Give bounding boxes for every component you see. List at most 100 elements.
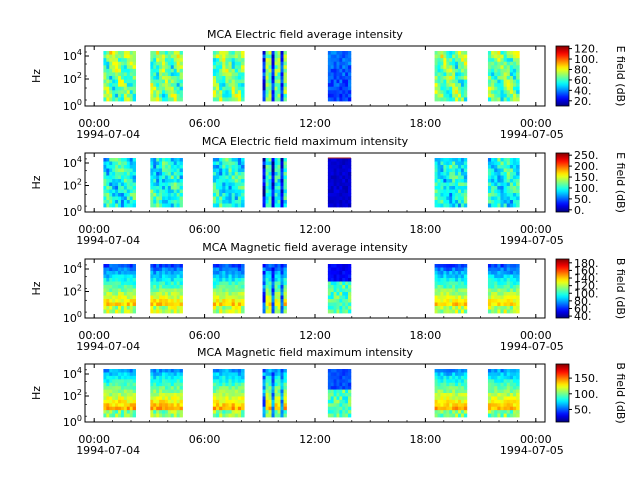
heatmap-cell <box>123 58 128 63</box>
heatmap-cell <box>339 309 343 314</box>
x-tick-label: 12:00 <box>299 223 331 236</box>
colorbar-tick-label: 20. <box>574 95 592 108</box>
heatmap-cell <box>327 165 332 169</box>
heatmap-cell <box>503 83 508 88</box>
heatmap-cell <box>115 203 119 208</box>
heatmap-cell <box>434 175 438 180</box>
heatmap-cell <box>106 83 110 88</box>
heatmap-cell <box>345 288 349 293</box>
heatmap-cell <box>497 274 501 279</box>
heatmap-cell <box>460 393 465 397</box>
heatmap-cell <box>458 193 462 197</box>
heatmap-cell <box>237 306 242 310</box>
x-tick-label: 18:00 <box>410 433 442 446</box>
heatmap-cell <box>277 93 281 98</box>
heatmap-cell <box>283 93 287 98</box>
heatmap-cell <box>503 58 508 63</box>
heatmap-cell <box>516 306 520 310</box>
heatmap-cell <box>509 271 514 275</box>
heatmap-cell <box>129 406 134 411</box>
heatmap-cell <box>506 288 511 293</box>
heatmap-cell <box>503 90 508 95</box>
heatmap-cell <box>120 306 125 310</box>
heatmap-cell <box>509 403 514 408</box>
heatmap-cell <box>280 292 284 296</box>
heatmap-cell <box>348 399 352 404</box>
heatmap-cell <box>274 93 278 98</box>
heatmap-cell <box>440 278 444 282</box>
heatmap-cell <box>176 306 180 310</box>
heatmap-cell <box>115 288 119 293</box>
x-tick-label: 18:00 <box>410 117 442 130</box>
heatmap-cell <box>509 386 514 390</box>
heatmap-cell <box>503 61 508 66</box>
heatmap-cell <box>333 274 337 279</box>
heatmap-cell <box>449 76 453 80</box>
heatmap-cell <box>109 372 113 377</box>
heatmap-cell <box>434 186 438 190</box>
heatmap-cell <box>222 186 226 190</box>
heatmap-cell <box>159 382 163 387</box>
heatmap-cell <box>123 172 128 176</box>
heatmap-cell <box>283 410 287 414</box>
heatmap-cell <box>159 158 163 162</box>
heatmap-cell <box>176 179 180 183</box>
heatmap-cell <box>126 97 131 102</box>
heatmap-cell <box>434 79 438 84</box>
heatmap-cell <box>123 399 128 404</box>
heatmap-cell <box>327 186 332 190</box>
heatmap-cell <box>336 393 340 397</box>
heatmap-cell <box>170 193 175 197</box>
heatmap-cell <box>118 68 122 73</box>
heatmap-cell <box>434 372 438 377</box>
heatmap-cell <box>268 196 272 201</box>
heatmap-cell <box>164 379 169 384</box>
heatmap-cell <box>458 200 462 204</box>
heatmap-cell <box>212 295 217 300</box>
heatmap-cell <box>212 399 217 404</box>
heatmap-cell <box>509 278 514 282</box>
heatmap-cell <box>219 196 223 201</box>
heatmap-cell <box>103 278 107 282</box>
heatmap-cell <box>265 203 269 208</box>
heatmap-cell <box>123 274 128 279</box>
heatmap-cell <box>463 189 468 194</box>
heatmap-cell <box>443 281 447 286</box>
heatmap-cell <box>222 93 226 98</box>
heatmap-cell <box>103 292 107 296</box>
heatmap-cell <box>283 393 287 397</box>
heatmap-cell <box>222 97 226 102</box>
heatmap-cell <box>494 369 498 373</box>
heatmap-cell <box>231 182 236 187</box>
heatmap-cell <box>452 172 456 176</box>
heatmap-cell <box>336 299 340 303</box>
heatmap-cell <box>150 372 154 377</box>
heatmap-cell <box>265 86 269 91</box>
heatmap-cell <box>509 292 514 296</box>
heatmap-cell <box>241 168 245 173</box>
heatmap-cell <box>271 158 275 162</box>
heatmap-cell <box>446 76 450 80</box>
heatmap-cell <box>509 161 514 166</box>
heatmap-cell <box>506 168 511 173</box>
heatmap-cell <box>164 413 169 418</box>
heatmap-cell <box>449 399 453 404</box>
heatmap-cell <box>268 68 272 73</box>
heatmap-cell <box>153 200 157 204</box>
heatmap-cell <box>452 393 456 397</box>
heatmap-cell <box>167 58 172 63</box>
heatmap-cell <box>455 278 459 282</box>
heatmap-cell <box>516 271 520 275</box>
heatmap-cell <box>129 68 134 73</box>
heatmap-cell <box>345 267 349 272</box>
heatmap-cell <box>446 295 450 300</box>
heatmap-cell <box>265 302 269 307</box>
heatmap-cell <box>212 203 217 208</box>
heatmap-cell <box>348 68 352 73</box>
heatmap-cell <box>437 281 441 286</box>
heatmap-cell <box>106 382 110 387</box>
heatmap-cell <box>494 271 498 275</box>
heatmap-cell <box>516 379 520 384</box>
heatmap-cell <box>437 299 441 303</box>
heatmap-cell <box>176 193 180 197</box>
